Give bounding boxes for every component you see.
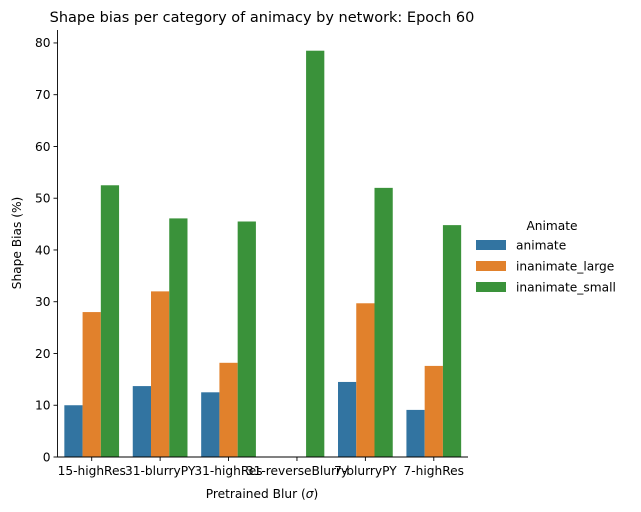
legend-label-animate: animate xyxy=(516,238,566,252)
x-tick-label-7-blurryPY: 7-blurryPY xyxy=(334,464,397,478)
bar-animate-15-highRes xyxy=(64,405,83,457)
legend-swatch-animate xyxy=(476,240,506,250)
bar-animate-7-highRes xyxy=(406,409,425,457)
bar-inanimate_large-7-blurryPY xyxy=(356,303,375,457)
y-axis-ticks: 0 10 20 30 40 50 60 70 80 xyxy=(35,36,58,464)
bar-inanimate_small-15-highRes xyxy=(100,185,120,458)
bar-inanimate_large-7-highRes xyxy=(424,365,443,457)
legend-swatch-inanimate_small xyxy=(476,282,506,292)
x-tick-label-15-highRes: 15-highRes xyxy=(58,464,126,478)
y-tick-label: 20 xyxy=(35,347,51,361)
x-axis-ticks: 15-highRes 31-blurryPY 31-highRes31-revers… xyxy=(58,457,464,478)
y-tick-label: 10 xyxy=(35,399,51,413)
legend-label-inanimate_large: inanimate_large xyxy=(516,259,614,273)
bar-inanimate_large-31-highRes xyxy=(219,362,238,457)
y-tick-label: 70 xyxy=(35,88,51,102)
legend-label-inanimate_small: inanimate_small xyxy=(516,280,616,294)
legend: Animate animate inanimate_large inanimate_… xyxy=(476,219,616,294)
x-tick-label-31-reverseBlurry: 31-reverseBlurry xyxy=(246,464,348,478)
chart-title: Shape bias per category of animacy by ne… xyxy=(50,10,475,26)
bar-inanimate_large-31-blurryPY xyxy=(151,291,170,457)
bar-inanimate_small-31-blurryPY xyxy=(169,218,188,457)
legend-items: animate inanimate_large inanimate_small xyxy=(476,238,616,294)
bar-animate-31-highRes xyxy=(201,392,220,457)
y-tick-label: 60 xyxy=(35,140,51,154)
bar-inanimate_small-31-reverseBlurry xyxy=(306,50,325,457)
y-axis-label: Shape Bias (%) xyxy=(10,197,24,290)
legend-title: Animate xyxy=(526,219,577,233)
bar-animate-7-blurryPY xyxy=(338,381,357,457)
x-axis-label-symbol: σ xyxy=(306,487,315,501)
bar-inanimate_large-15-highRes xyxy=(82,312,101,457)
x-axis-label: Pretrained Blur (σ) xyxy=(206,487,318,501)
y-tick-label: 30 xyxy=(35,295,51,309)
x-axis-label-text: Pretrained Blur ( xyxy=(206,487,306,501)
bar-inanimate_small-7-blurryPY xyxy=(374,187,393,458)
bar-inanimate_small-31-highRes xyxy=(237,221,256,457)
x-tick-label-7-highRes: 7-highRes xyxy=(404,464,465,478)
bar-inanimate_small-7-highRes xyxy=(442,225,462,457)
y-tick-label: 50 xyxy=(35,192,51,206)
bars-group xyxy=(64,50,462,458)
x-tick-label-31-blurryPY: 31-blurryPY xyxy=(125,464,196,478)
bar-animate-31-blurryPY xyxy=(132,386,152,457)
x-tick-label-31-highRes: 31-highRes xyxy=(194,464,262,478)
y-tick-label: 40 xyxy=(35,243,51,257)
y-tick-label: 0 xyxy=(43,450,51,464)
legend-swatch-inanimate_large xyxy=(476,261,506,271)
y-tick-label: 80 xyxy=(35,36,51,50)
x-axis-label-suffix: ) xyxy=(313,487,318,501)
